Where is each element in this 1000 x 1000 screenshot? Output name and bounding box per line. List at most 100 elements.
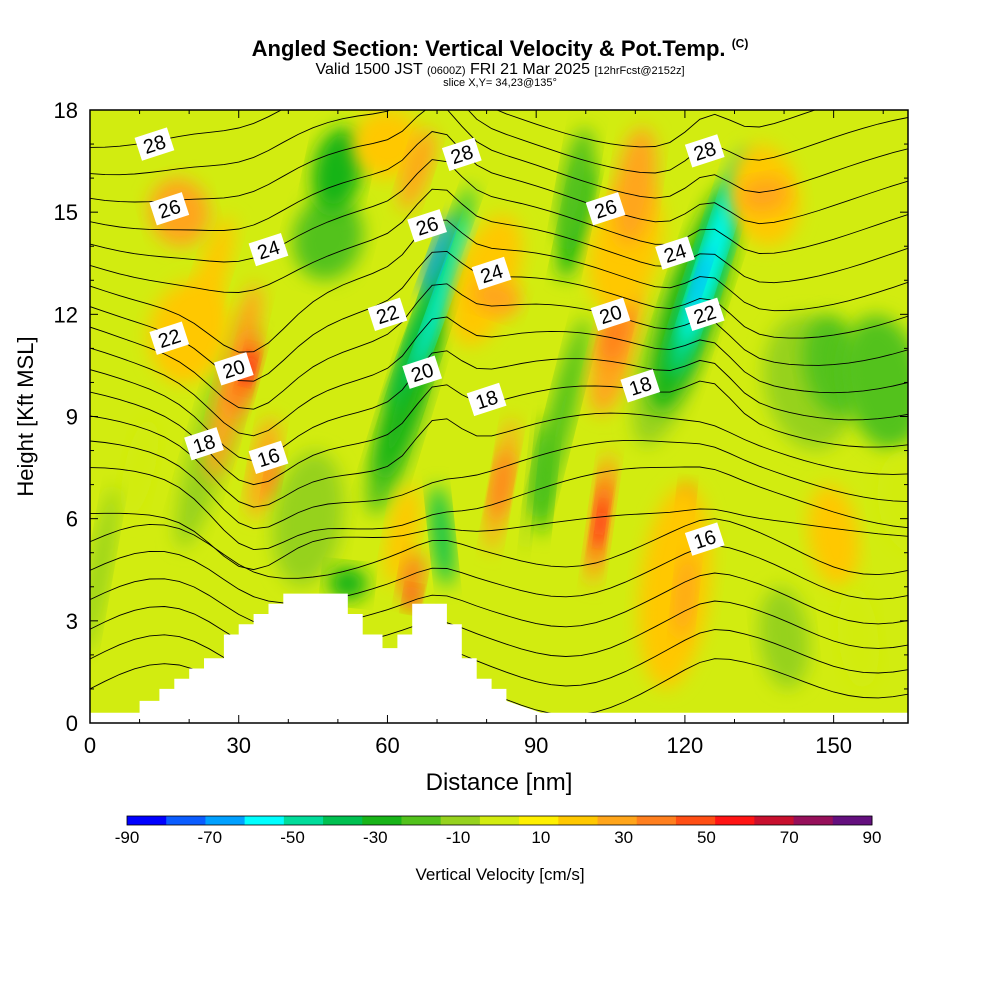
- theta-label-box: [149, 192, 190, 226]
- colorbar-swatch: [401, 816, 442, 825]
- theta-label-box: [407, 209, 447, 243]
- theta-contour-line: [90, 219, 908, 353]
- x-axis-label: Distance [nm]: [426, 769, 573, 796]
- theta-contour-line: [90, 572, 908, 628]
- y-tick-label: 15: [54, 200, 78, 225]
- y-tick-label: 12: [54, 302, 78, 327]
- y-tick-label: 18: [54, 98, 78, 123]
- colorbar-tick-label: -30: [363, 828, 388, 847]
- y-tick-label: 9: [66, 405, 78, 430]
- theta-contour-line: [90, 518, 908, 579]
- x-tick-label: 60: [375, 733, 399, 758]
- colorbar-label: Vertical Velocity [cm/s]: [415, 865, 584, 884]
- velocity-blob: [596, 505, 606, 543]
- theta-contour-line: [90, 283, 908, 410]
- velocity-blob: [533, 317, 589, 516]
- x-tick-label: 150: [815, 733, 852, 758]
- velocity-blob: [758, 586, 810, 689]
- theta-contour-line: [90, 466, 908, 551]
- velocity-blob: [399, 128, 435, 211]
- theta-label-box: [655, 236, 695, 270]
- theta-label-box: [466, 382, 507, 417]
- velocity-blob: [557, 127, 594, 246]
- colorbar-swatch: [636, 816, 677, 825]
- slice-label: slice X,Y= 34,23@135°: [443, 77, 557, 89]
- theta-contour-label: 28: [684, 134, 725, 168]
- velocity-blob: [688, 247, 712, 313]
- terrain: [90, 593, 908, 723]
- x-tick-label: 120: [667, 733, 704, 758]
- colorbar-tick-label: 50: [697, 828, 716, 847]
- theta-label-box: [620, 369, 661, 403]
- chart-subtitle: Valid 1500 JST (0600Z) FRI 21 Mar 2025 […: [315, 61, 685, 78]
- colorbar-swatch: [793, 816, 834, 825]
- theta-contour-line: [90, 188, 908, 293]
- velocity-blob: [352, 110, 423, 179]
- colorbar: -90 -70 -50 -30 -10 10 30 50 70 90 Vertical Veloci…: [115, 815, 882, 884]
- colorbar-tick-label: 30: [614, 828, 633, 847]
- colorbar-swatch: [127, 816, 167, 825]
- velocity-blob: [412, 217, 472, 378]
- theta-contour-label: 28: [134, 127, 175, 161]
- theta-contour-label: 20: [402, 355, 443, 389]
- velocity-blob: [430, 484, 454, 587]
- theta-contour-line: [90, 545, 908, 604]
- velocity-blob: [390, 185, 474, 410]
- theta-contour-line: [90, 439, 908, 530]
- velocity-blob: [614, 127, 657, 246]
- colorbar-tick-label: 90: [863, 828, 882, 847]
- colorbar-tick-label: -10: [446, 828, 471, 847]
- theta-label-box: [684, 522, 725, 556]
- colorbar-swatch: [675, 816, 716, 825]
- velocity-blob: [491, 451, 512, 519]
- theta-contour-label: 28: [441, 137, 482, 171]
- theta-contour-label: 16: [684, 522, 725, 556]
- velocity-blob: [420, 214, 454, 295]
- colorbar-tick-label: -50: [280, 828, 305, 847]
- colorbar-swatch: [479, 816, 520, 825]
- theta-label-box: [248, 232, 289, 267]
- y-tick-label: 3: [66, 609, 78, 634]
- colorbar-swatch: [754, 816, 795, 825]
- colorbar-frame: [126, 815, 873, 826]
- velocity-blob: [837, 587, 879, 689]
- theta-label-box: [590, 297, 631, 331]
- theta-label-box: [441, 137, 482, 171]
- theta-label-box: [134, 127, 175, 161]
- colorbar-tick-label: -90: [115, 828, 140, 847]
- theta-label-box: [471, 256, 512, 291]
- velocity-blob: [739, 177, 789, 213]
- colorbar-swatch: [715, 816, 755, 825]
- theta-contour-line: [90, 110, 817, 148]
- colorbar-swatch: [440, 816, 481, 825]
- velocity-blob: [327, 566, 368, 601]
- x-tick-label: 0: [84, 733, 96, 758]
- velocity-blob: [674, 552, 696, 638]
- theta-contour-label: 20: [213, 352, 254, 386]
- y-tick-label: 0: [66, 711, 78, 736]
- theta-label-box: [684, 134, 725, 168]
- theta-label-box: [684, 297, 725, 331]
- theta-contour-line: [90, 600, 908, 657]
- colorbar-swatch: [558, 816, 599, 825]
- theta-label-box: [402, 355, 443, 389]
- theta-contour-label: 18: [466, 382, 507, 417]
- colorbar-tick-label: -70: [197, 828, 222, 847]
- x-tick-label: 90: [524, 733, 548, 758]
- theta-label-box: [367, 297, 408, 331]
- theta-label-box: [149, 321, 190, 355]
- velocity-blob: [292, 195, 364, 280]
- theta-label-box: [213, 352, 254, 386]
- colorbar-swatch: [519, 816, 559, 825]
- theta-contour-line: [90, 316, 908, 437]
- theta-contour-line: [90, 508, 908, 571]
- theta-contour-line: [90, 110, 908, 176]
- colorbar-swatch: [362, 816, 402, 825]
- colorbar-tick-label: 70: [780, 828, 799, 847]
- colorbar-swatch: [597, 816, 638, 825]
- theta-label-box: [585, 192, 626, 226]
- theta-label-box: [248, 440, 289, 475]
- colorbar-swatch: [283, 816, 324, 825]
- colorbar-swatch: [166, 816, 206, 825]
